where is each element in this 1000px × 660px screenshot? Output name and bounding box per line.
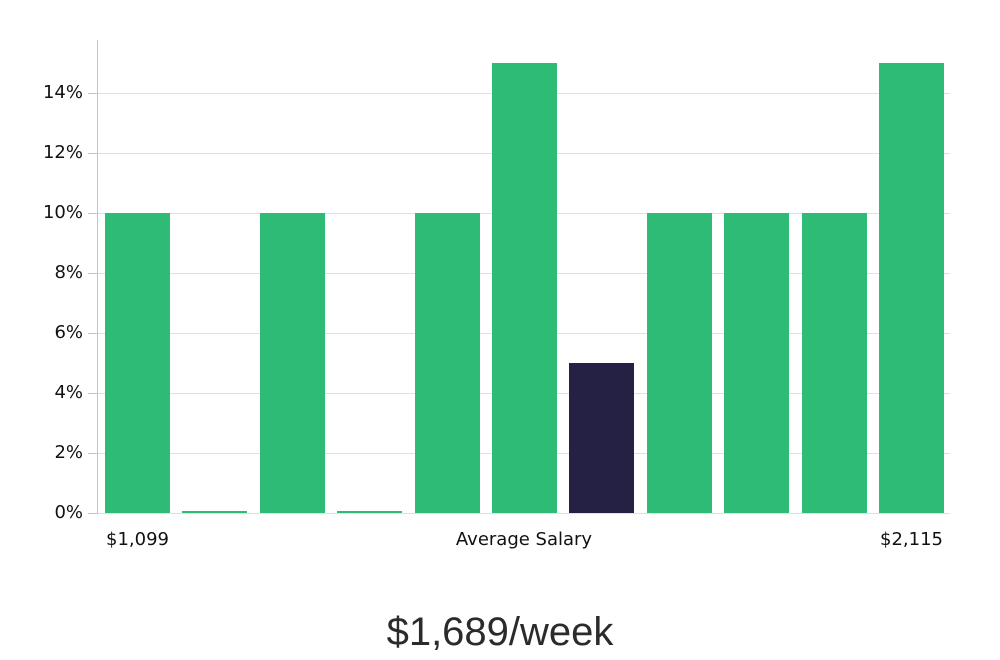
y-axis-tick-label: 6% <box>54 322 83 343</box>
y-axis-tick-label: 14% <box>42 82 83 103</box>
y-axis-tick-label: 0% <box>54 502 83 523</box>
y-axis-tick <box>88 452 97 454</box>
y-axis-tick <box>88 512 97 514</box>
bar[interactable] <box>492 63 557 513</box>
y-axis-tick <box>88 332 97 334</box>
y-axis-tick <box>88 272 97 274</box>
average-salary-bar[interactable] <box>569 363 635 513</box>
bar[interactable] <box>724 213 790 513</box>
x-axis-label-max-salary: $2,115 <box>880 529 943 550</box>
bar[interactable] <box>414 213 480 513</box>
y-axis-line <box>97 40 98 514</box>
y-axis-tick-label: 8% <box>54 262 83 283</box>
y-axis-tick <box>88 92 97 94</box>
y-axis-tick <box>88 152 97 154</box>
gridline <box>98 512 950 514</box>
plot-area: 0% 2% 4% 6% 8% 10% 12% 14% <box>43 40 950 522</box>
bar[interactable] <box>259 213 325 513</box>
y-axis-tick-label: 4% <box>54 382 83 403</box>
bar[interactable] <box>801 213 867 513</box>
x-axis-label-min-salary: $1,099 <box>106 529 169 550</box>
y-axis-tick <box>88 392 97 394</box>
y-axis-tick-label: 12% <box>42 142 83 163</box>
bar[interactable] <box>182 511 248 513</box>
x-axis-label-average-salary: Average Salary <box>455 529 593 550</box>
y-axis-tick <box>88 212 97 214</box>
bar[interactable] <box>105 213 170 513</box>
y-axis-tick-label: 10% <box>42 202 83 223</box>
bar[interactable] <box>337 511 403 513</box>
bar[interactable] <box>879 63 944 513</box>
chart-title: $1,689/week <box>386 610 614 654</box>
bar[interactable] <box>646 213 712 513</box>
y-axis-tick-label: 2% <box>54 442 83 463</box>
